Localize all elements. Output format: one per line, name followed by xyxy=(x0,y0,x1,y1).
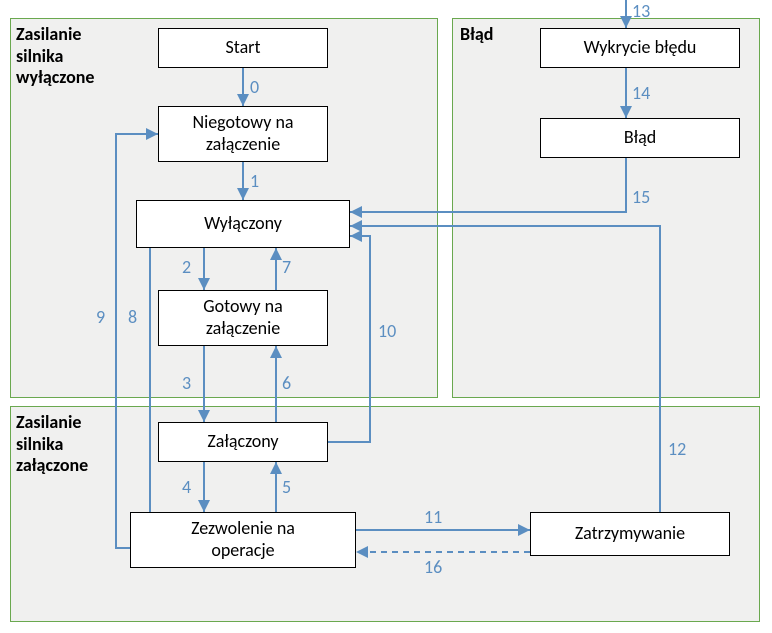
node-start: Start xyxy=(158,28,328,68)
node-gotowy: Gotowy na załączenie xyxy=(158,290,328,346)
edge-label-3: 3 xyxy=(182,372,191,394)
group-label-wylaczone: Zasilanie silnika wyłączone xyxy=(16,24,94,89)
edge-label-13: 13 xyxy=(632,0,650,22)
group-label-zalaczone: Zasilanie silnika załączone xyxy=(16,412,88,477)
group-blad xyxy=(452,18,760,398)
diagram-canvas: Zasilanie silnika wyłączone Zasilanie si… xyxy=(0,0,772,633)
edge-label-7: 7 xyxy=(282,256,291,278)
edge-label-14: 14 xyxy=(632,82,650,104)
edge-label-15: 15 xyxy=(632,186,650,208)
edge-label-10: 10 xyxy=(378,320,396,342)
edge-label-1: 1 xyxy=(250,170,259,192)
node-zalaczony: Załączony xyxy=(158,422,328,462)
edge-label-4: 4 xyxy=(182,476,191,498)
edge-label-5: 5 xyxy=(282,476,291,498)
node-zezwolenie: Zezwolenie na operacje xyxy=(130,512,356,568)
node-zatrzymywanie: Zatrzymywanie xyxy=(530,512,730,556)
edge-label-12: 12 xyxy=(668,438,686,460)
edge-label-6: 6 xyxy=(282,372,291,394)
node-niegotowy: Niegotowy na załączenie xyxy=(158,106,328,162)
edge-label-0: 0 xyxy=(250,76,259,98)
node-wylaczony: Wyłączony xyxy=(136,200,350,248)
edge-label-16: 16 xyxy=(424,556,442,578)
node-blad: Błąd xyxy=(540,118,740,158)
edge-label-2: 2 xyxy=(182,256,191,278)
edge-label-9: 9 xyxy=(96,306,105,328)
edge-label-8: 8 xyxy=(128,306,137,328)
edge-label-11: 11 xyxy=(424,506,442,528)
node-wykrycie: Wykrycie błędu xyxy=(540,28,740,68)
group-label-blad: Błąd xyxy=(460,24,493,46)
